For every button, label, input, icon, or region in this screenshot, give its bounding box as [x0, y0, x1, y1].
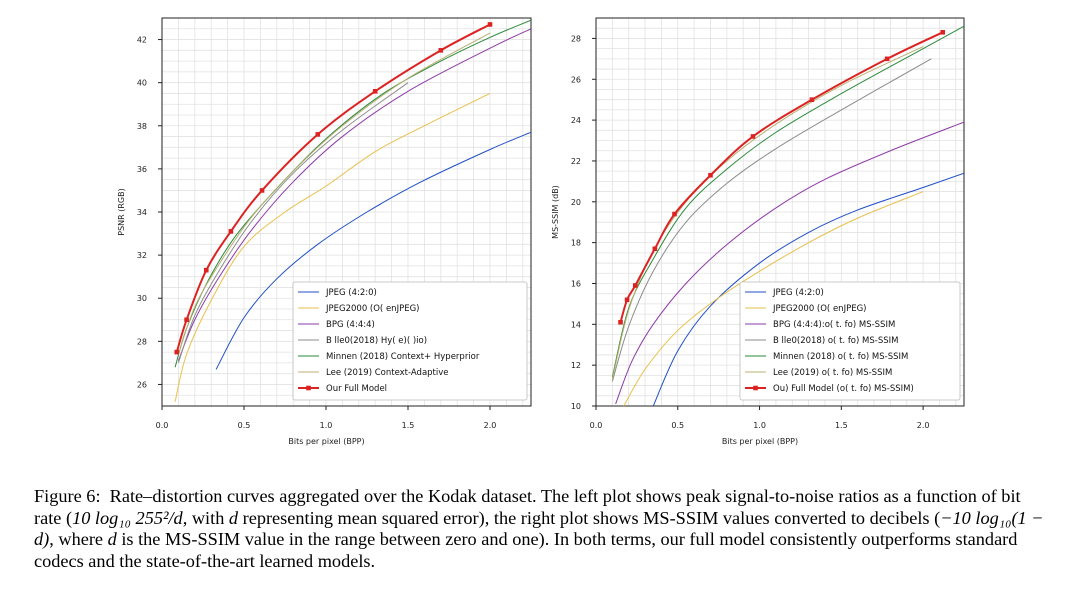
series-line-7	[175, 23, 491, 353]
series-group	[611, 25, 964, 406]
legend-entry: JPEG (4:2:0)	[772, 288, 824, 298]
x-tick-label: 0.5	[671, 421, 684, 430]
y-tick-label: 10	[571, 402, 581, 411]
series-line-7	[619, 31, 944, 323]
legend-marker	[753, 385, 758, 391]
caption-text-4: , where	[49, 529, 108, 549]
caption-var-d-2: d	[107, 529, 117, 549]
caption-text-5: is the MS-SSIM value in the range betwee…	[34, 529, 1018, 571]
y-tick-label: 40	[137, 79, 147, 88]
figure-caption: Figure 6: Rate–distortion curves aggrega…	[34, 486, 1044, 572]
series-line-4	[611, 58, 932, 382]
series-line-1	[215, 131, 531, 370]
data-point-marker	[184, 317, 189, 323]
x-tick-label: 2.0	[484, 421, 497, 430]
legend-entry: Lee (2019) Context-Adaptive	[326, 368, 449, 378]
y-tick-label: 24	[571, 116, 581, 125]
series-group	[174, 19, 531, 402]
data-point-marker	[652, 246, 658, 252]
data-point-marker	[203, 267, 209, 273]
legend: JPEG (4:2:0) JPEG2000 (O( enJPEG) BPG (4:4…	[739, 281, 961, 401]
caption-formula-msssim: −10 log₁₀(1 − d)	[34, 507, 1044, 550]
legend-entry: BPG (4:4:4):o( t. fo) MS-SSIM	[773, 320, 895, 330]
series-line-2	[174, 92, 491, 402]
caption-formula-psnr: 10 log₁₀ 255²/d	[72, 507, 183, 528]
legend-entry: Lee (2019) o( t. fo) MS-SSIM	[773, 368, 892, 378]
series-line-3	[177, 28, 531, 361]
y-tick-label: 38	[137, 122, 147, 131]
series-line-3	[615, 121, 964, 405]
legend-box	[739, 281, 961, 401]
caption-text-1: Rate–distortion curves aggregated over t…	[34, 486, 1021, 528]
legend-entry: JPEG (4:2:0)	[325, 288, 377, 298]
data-point-marker	[174, 349, 180, 355]
plot-frame	[595, 17, 965, 407]
y-tick-label: 22	[571, 157, 581, 166]
x-tick-label: 1.0	[320, 421, 333, 430]
y-tick-label: 26	[137, 380, 147, 389]
chart-panel-1: 0.0 0.5 1.0 1.5 2.0 26 28 30 32 34 36 38 40 42 Bits pe…	[117, 17, 532, 446]
legend-entry: BPG (4:4:4)	[326, 320, 375, 330]
caption-var-d-1: d	[228, 507, 239, 528]
figure-rate-distortion: 0.0 0.5 1.0 1.5 2.0 26 28 30 32 34 36 38 40 42 Bits pe…	[117, 17, 965, 446]
y-tick-label: 14	[571, 320, 581, 329]
x-tick-label: 2.0	[917, 421, 930, 430]
data-point-marker	[624, 297, 630, 303]
data-point-marker	[438, 48, 444, 53]
y-tick-label: 36	[137, 165, 147, 174]
chart-panel-2: 0.0 0.5 1.0 1.5 2.0 10 12 14 16 18 20 22 24 26 28 Bits …	[551, 17, 965, 446]
x-axis-label: Bits per pixel (BPP)	[722, 437, 798, 446]
y-tick-label: 30	[137, 294, 147, 303]
legend-marker	[306, 385, 311, 391]
x-tick-label: 1.5	[835, 421, 848, 430]
data-point-marker	[228, 229, 234, 234]
legend-entry: B lle0(2018) o( t. fo) MS-SSIM	[773, 336, 898, 346]
legend-entry: B lle0(2018) Hy( e)( )io)	[326, 336, 427, 346]
data-point-marker	[708, 172, 713, 178]
x-tick-label: 0.0	[590, 421, 603, 430]
x-tick-label: 0.5	[238, 421, 251, 430]
data-point-marker	[940, 29, 946, 35]
data-point-marker	[315, 132, 321, 137]
legend-entry: Minnen (2018) Context+ Hyperprior	[326, 352, 480, 362]
data-point-marker	[487, 22, 493, 27]
x-axis-label: Bits per pixel (BPP)	[288, 437, 364, 446]
data-point-marker	[632, 283, 638, 288]
y-tick-label: 20	[571, 198, 581, 207]
data-point-marker	[259, 188, 265, 193]
legend: JPEG (4:2:0) JPEG2000 (O( enJPEG) BPG (4:4…	[292, 281, 528, 401]
series-line-6	[177, 32, 491, 355]
data-point-marker	[372, 88, 378, 94]
y-axis-label: MS-SSIM (dB)	[551, 185, 560, 239]
caption-label: Figure 6:	[34, 486, 101, 506]
y-axis-label: PSNR (RGB)	[117, 188, 126, 235]
series-line-4	[177, 82, 409, 364]
y-tick-label: 28	[571, 34, 581, 43]
data-point-marker	[672, 211, 677, 217]
x-tick-label: 1.5	[402, 421, 415, 430]
data-point-marker	[750, 134, 756, 139]
y-tick-label: 18	[571, 239, 581, 248]
y-tick-label: 34	[137, 208, 147, 217]
data-point-marker	[809, 97, 815, 102]
y-tick-label: 28	[137, 337, 147, 346]
legend-entry: JPEG2000 (O( enJPEG)	[325, 304, 419, 314]
x-tick-label: 0.0	[156, 421, 169, 430]
caption-text-3: representing mean squared error), the ri…	[238, 507, 941, 528]
y-tick-label: 26	[571, 75, 581, 84]
caption-text-2: , with	[182, 507, 229, 528]
y-tick-label: 16	[571, 279, 581, 288]
series-line-1	[652, 172, 964, 406]
legend-entry: Ou) Full Model (o( t. fo) MS-SSIM)	[773, 384, 914, 394]
y-tick-label: 32	[137, 251, 147, 260]
y-tick-label: 42	[137, 36, 147, 45]
legend-entry: JPEG2000 (O( enJPEG)	[772, 304, 866, 314]
legend-box	[292, 281, 528, 401]
data-point-marker	[618, 319, 623, 325]
data-point-marker	[884, 56, 890, 62]
x-tick-label: 1.0	[753, 421, 766, 430]
legend-entry: Minnen (2018) o( t. fo) MS-SSIM	[773, 352, 908, 362]
legend-entry: Our Full Model	[326, 384, 387, 394]
y-tick-label: 12	[571, 361, 581, 370]
